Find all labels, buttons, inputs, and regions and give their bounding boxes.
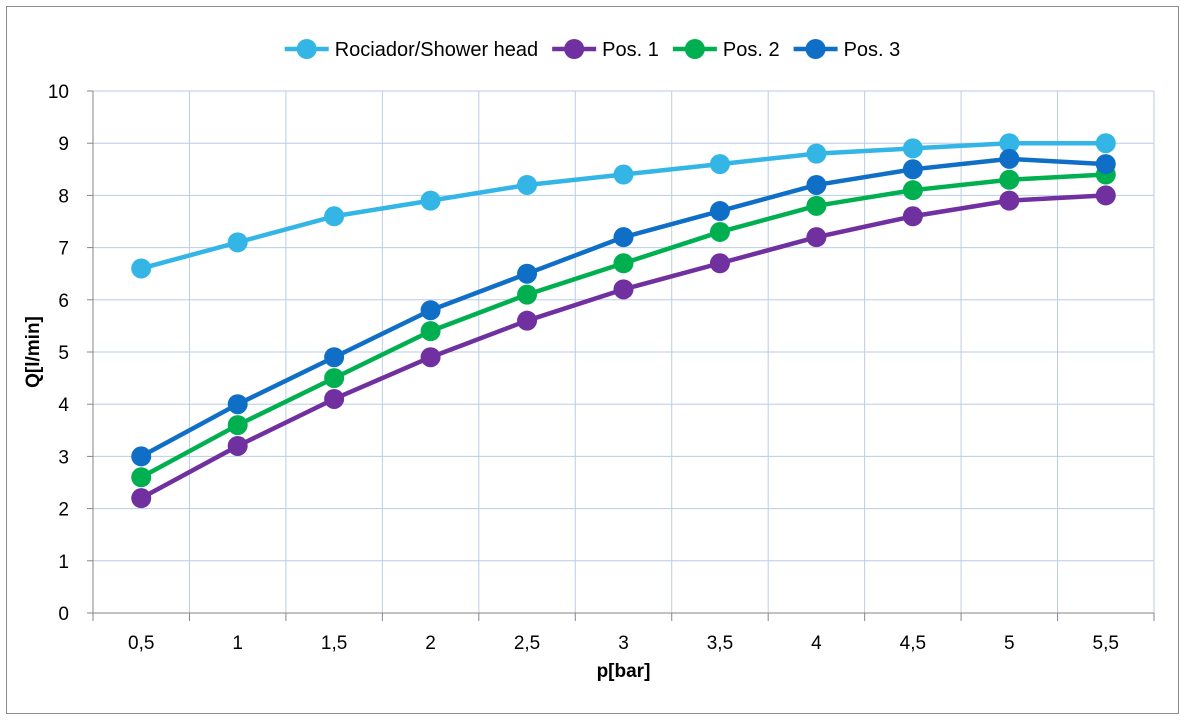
data-point bbox=[709, 221, 730, 242]
x-tick-label: 4,5 bbox=[900, 633, 926, 654]
data-point bbox=[902, 138, 923, 159]
legend-item: Pos. 3 bbox=[793, 39, 901, 61]
data-point bbox=[999, 190, 1020, 211]
data-point bbox=[709, 154, 730, 175]
data-point bbox=[806, 174, 827, 195]
y-tick-label: 10 bbox=[48, 82, 69, 103]
series-2 bbox=[131, 185, 1116, 509]
data-point bbox=[420, 321, 441, 342]
data-point bbox=[902, 180, 923, 201]
legend-swatch-marker bbox=[684, 39, 705, 59]
y-tick-label: 0 bbox=[58, 604, 69, 625]
data-point bbox=[902, 206, 923, 227]
x-tick-label: 0,5 bbox=[128, 633, 154, 654]
y-tick-label: 4 bbox=[58, 395, 69, 416]
data-point bbox=[999, 148, 1020, 169]
x-tick-label: 3 bbox=[618, 633, 629, 654]
series-3 bbox=[131, 164, 1116, 488]
data-point bbox=[613, 279, 634, 300]
data-point bbox=[420, 347, 441, 368]
axes: 0 1 2 3 4 5 6 7 8 9 10 0,5 1 1,5 2 2,5 3 3,5 4 4,5 5 5,5 bbox=[48, 82, 1155, 654]
data-point bbox=[517, 263, 538, 284]
data-point bbox=[806, 195, 827, 216]
chart-frame: 0 1 2 3 4 5 6 7 8 9 10 0,5 1 1,5 2 2,5 3 3,5 4 4,5 5 5,5 Roci… bbox=[6, 6, 1179, 714]
data-point bbox=[517, 310, 538, 331]
legend-item: Rociador/Shower head bbox=[284, 39, 538, 61]
legend-item: Pos. 2 bbox=[672, 39, 780, 61]
legend-swatch-marker bbox=[564, 39, 585, 59]
legend-label: Pos. 2 bbox=[723, 39, 780, 61]
y-tick-label: 1 bbox=[58, 552, 69, 573]
data-point bbox=[227, 232, 248, 253]
data-point bbox=[131, 258, 152, 279]
x-axis-title: p[bar] bbox=[597, 661, 651, 682]
legend: Rociador/Shower head Pos. 1 Pos. 2 Pos. 3 bbox=[284, 39, 901, 61]
x-tick-label: 1,5 bbox=[321, 633, 347, 654]
data-point bbox=[902, 159, 923, 180]
series-lines bbox=[131, 133, 1116, 509]
data-point bbox=[131, 446, 152, 467]
legend-label: Pos. 3 bbox=[844, 39, 901, 61]
y-tick-label: 8 bbox=[58, 186, 69, 207]
y-tick-label: 7 bbox=[58, 239, 69, 260]
x-tick-label: 2 bbox=[425, 633, 436, 654]
y-tick-label: 2 bbox=[58, 500, 69, 521]
legend-swatch-marker bbox=[805, 39, 826, 59]
y-axis-title: Q[l/min] bbox=[23, 316, 44, 388]
data-point bbox=[517, 284, 538, 305]
legend-item: Pos. 1 bbox=[552, 39, 659, 61]
x-tick-label: 5,5 bbox=[1093, 633, 1119, 654]
data-point bbox=[131, 467, 152, 488]
y-tick-label: 6 bbox=[58, 291, 69, 312]
data-point bbox=[709, 201, 730, 222]
y-tick-label: 3 bbox=[58, 447, 69, 468]
grid-lines bbox=[93, 90, 1155, 613]
data-point bbox=[1095, 154, 1116, 175]
data-point bbox=[613, 227, 634, 248]
data-point bbox=[806, 227, 827, 248]
x-tick-label: 3,5 bbox=[707, 633, 733, 654]
data-point bbox=[420, 300, 441, 321]
data-point bbox=[806, 143, 827, 164]
legend-label: Rociador/Shower head bbox=[335, 39, 538, 61]
y-tick-label: 5 bbox=[58, 343, 69, 364]
x-tick-label: 4 bbox=[811, 633, 822, 654]
data-point bbox=[709, 253, 730, 274]
data-point bbox=[324, 388, 345, 409]
data-point bbox=[1095, 185, 1116, 206]
legend-label: Pos. 1 bbox=[602, 39, 659, 61]
data-point bbox=[324, 206, 345, 227]
data-point bbox=[517, 174, 538, 195]
x-tick-label: 1 bbox=[232, 633, 243, 654]
data-point bbox=[324, 368, 345, 389]
series-1 bbox=[131, 133, 1116, 279]
data-point bbox=[999, 169, 1020, 190]
data-point bbox=[613, 164, 634, 185]
data-point bbox=[999, 133, 1020, 154]
data-point bbox=[227, 394, 248, 415]
data-point bbox=[613, 253, 634, 274]
data-point bbox=[420, 190, 441, 211]
series-4 bbox=[131, 148, 1116, 467]
data-point bbox=[227, 435, 248, 456]
y-tick-label: 9 bbox=[58, 134, 69, 155]
data-point bbox=[1095, 133, 1116, 154]
data-point bbox=[324, 347, 345, 368]
legend-swatch-marker bbox=[296, 39, 317, 59]
data-point bbox=[227, 415, 248, 436]
x-tick-label: 2,5 bbox=[514, 633, 540, 654]
line-chart: 0 1 2 3 4 5 6 7 8 9 10 0,5 1 1,5 2 2,5 3 3,5 4 4,5 5 5,5 Roci… bbox=[23, 39, 1155, 682]
data-point bbox=[131, 488, 152, 509]
x-tick-label: 5 bbox=[1004, 633, 1015, 654]
